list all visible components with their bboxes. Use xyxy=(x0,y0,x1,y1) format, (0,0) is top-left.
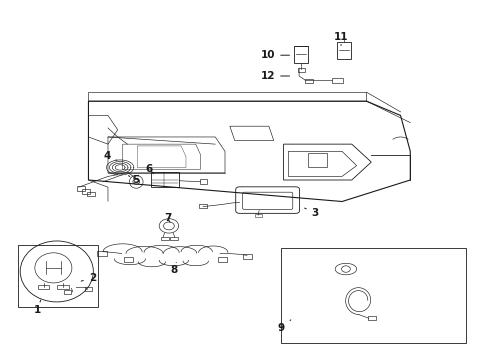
Bar xyxy=(307,153,327,167)
Bar xyxy=(169,237,177,240)
Bar xyxy=(77,186,85,191)
Bar xyxy=(217,257,227,262)
Bar xyxy=(198,204,207,208)
Bar xyxy=(199,179,207,184)
Text: 4: 4 xyxy=(103,150,117,161)
Text: 8: 8 xyxy=(170,262,177,275)
Bar xyxy=(38,285,49,289)
Text: 3: 3 xyxy=(304,208,318,218)
Text: 9: 9 xyxy=(277,320,290,333)
Bar xyxy=(87,192,95,197)
Text: 2: 2 xyxy=(81,273,96,283)
Text: 5: 5 xyxy=(128,175,140,185)
Bar xyxy=(305,78,313,83)
Bar xyxy=(151,172,179,187)
Text: 12: 12 xyxy=(260,71,289,81)
Bar xyxy=(82,189,90,194)
Bar xyxy=(123,257,133,262)
Bar xyxy=(331,78,342,83)
Bar xyxy=(367,316,376,320)
Text: 6: 6 xyxy=(145,164,154,174)
Bar xyxy=(57,285,69,289)
Bar xyxy=(242,254,252,259)
Bar xyxy=(281,248,466,343)
Bar xyxy=(255,214,262,217)
Bar xyxy=(64,291,71,294)
Bar xyxy=(336,41,350,59)
Bar xyxy=(161,237,168,240)
Bar xyxy=(84,287,92,291)
Bar xyxy=(294,46,307,63)
Bar xyxy=(97,251,107,256)
Text: 10: 10 xyxy=(260,50,289,60)
Text: 1: 1 xyxy=(34,300,41,315)
Text: 11: 11 xyxy=(333,32,347,45)
Text: 7: 7 xyxy=(163,213,171,222)
Bar xyxy=(297,68,305,72)
Bar xyxy=(18,244,98,307)
